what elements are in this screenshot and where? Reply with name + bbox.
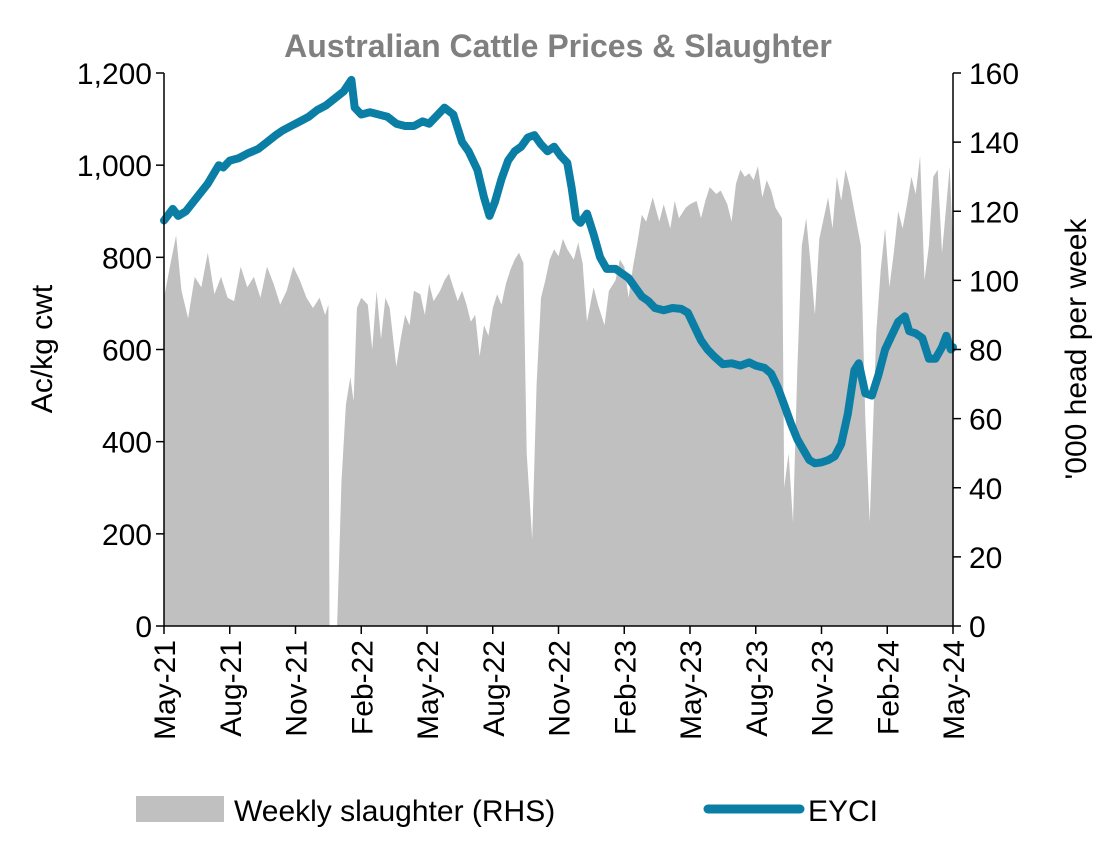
x-tick-label: May-21	[149, 640, 182, 740]
x-tick-label: Feb-23	[609, 640, 642, 735]
y-right-tick-label: 100	[969, 265, 1019, 298]
y-axis-right-title: '000 head per week	[1060, 218, 1093, 480]
y-left-tick-label: 400	[102, 427, 152, 460]
right-axis-ticks: 160 140 120 100 80 60 40 20 0	[953, 58, 1019, 644]
left-axis-ticks: 1,200 1,000 800 600 400 200 0	[77, 58, 164, 644]
chart-title: Australian Cattle Prices & Slaughter	[284, 28, 832, 64]
x-tick-label: Aug-23	[741, 640, 774, 737]
y-left-tick-label: 0	[135, 611, 152, 644]
x-tick-label: May-22	[412, 640, 445, 740]
y-right-tick-label: 120	[969, 196, 1019, 229]
x-tick-label: Nov-23	[807, 640, 840, 737]
x-tick-label: Aug-21	[215, 640, 248, 737]
x-tick-label: May-24	[938, 640, 971, 740]
y-left-tick-label: 600	[102, 335, 152, 368]
y-right-tick-label: 140	[969, 127, 1019, 160]
legend: Weekly slaughter (RHS) EYCI	[136, 795, 878, 828]
y-right-tick-label: 80	[969, 335, 1002, 368]
y-right-tick-label: 40	[969, 473, 1002, 506]
x-tick-label: Feb-24	[872, 640, 905, 735]
y-right-tick-label: 160	[969, 58, 1019, 91]
x-tick-label: Nov-22	[544, 640, 577, 737]
legend-label-eyci: EYCI	[808, 795, 878, 828]
x-tick-label: May-23	[675, 640, 708, 740]
y-left-tick-label: 200	[102, 519, 152, 552]
y-axis-left-title: Ac/kg cwt	[26, 284, 59, 413]
y-left-tick-label: 1,000	[77, 150, 152, 183]
y-left-tick-label: 1,200	[77, 58, 152, 91]
legend-swatch-weekly-slaughter	[136, 796, 224, 822]
y-right-tick-label: 60	[969, 404, 1002, 437]
slaughter-area-layer	[164, 155, 953, 626]
x-axis-ticks: May-21 Aug-21 Nov-21 Feb-22 May-22 Aug-22 Nov-…	[149, 626, 971, 740]
y-right-tick-label: 20	[969, 542, 1002, 575]
series-weekly-slaughter-area	[164, 155, 953, 626]
eyci-line-layer	[160, 75, 957, 468]
y-right-tick-label: 0	[969, 611, 986, 644]
x-tick-label: Aug-22	[478, 640, 511, 737]
x-tick-label: Nov-21	[281, 640, 314, 737]
x-tick-label: Feb-22	[346, 640, 379, 735]
series-eyci-line	[160, 75, 957, 468]
legend-label-weekly-slaughter: Weekly slaughter (RHS)	[234, 795, 555, 828]
y-left-tick-label: 800	[102, 242, 152, 275]
